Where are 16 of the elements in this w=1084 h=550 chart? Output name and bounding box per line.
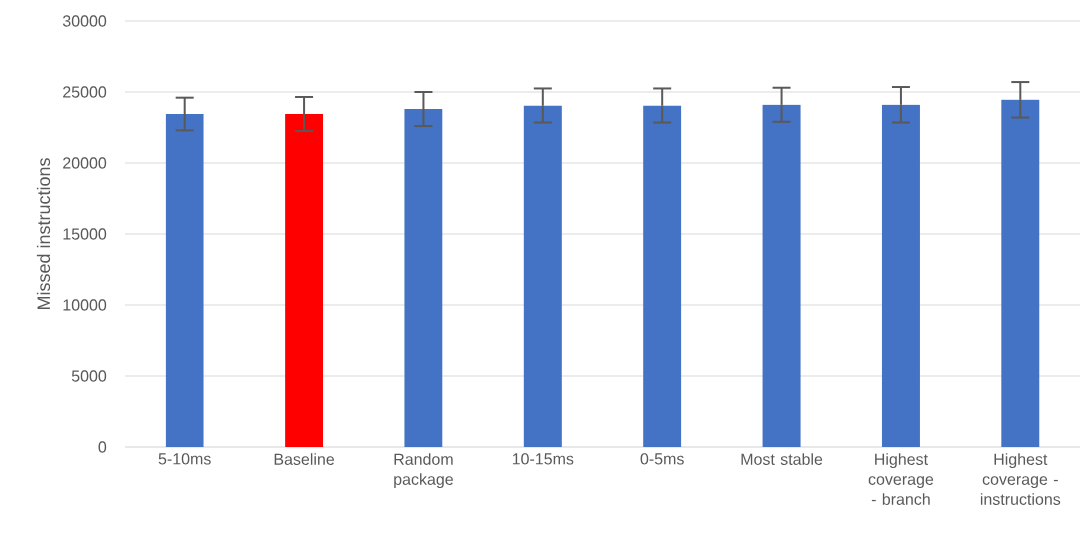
x-tick-label: 0-5ms (640, 453, 684, 465)
x-tick-label: Baseline (274, 453, 335, 465)
y-tick-label: 30000 (62, 15, 107, 27)
y-tick-label: 5000 (71, 370, 107, 382)
x-tick-label: 5-10ms (158, 453, 211, 465)
x-tick-label: Highest coverage - branch (868, 453, 934, 505)
y-tick-label: 10000 (63, 299, 107, 311)
x-tick-label: 10-15ms (512, 453, 574, 465)
x-tick-label: Highest coverage - instructions (980, 453, 1061, 505)
y-tick-label: 25000 (63, 86, 107, 98)
y-tick-label: 0 (98, 441, 107, 453)
x-tick-label: Random package (394, 453, 453, 489)
x-tick-label: Most stable (741, 453, 823, 465)
y-tick-label: 20000 (63, 157, 107, 169)
y-tick-label: 15000 (63, 228, 107, 240)
y-axis-title: Missed instructions (36, 158, 51, 310)
